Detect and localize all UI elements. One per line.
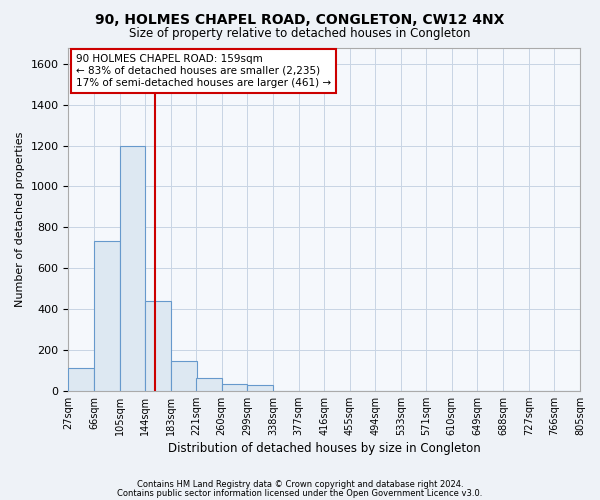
Bar [171, 361, 197, 390]
Text: Contains HM Land Registry data © Crown copyright and database right 2024.: Contains HM Land Registry data © Crown c… [137, 480, 463, 489]
Text: 90, HOLMES CHAPEL ROAD, CONGLETON, CW12 4NX: 90, HOLMES CHAPEL ROAD, CONGLETON, CW12 … [95, 12, 505, 26]
X-axis label: Distribution of detached houses by size in Congleton: Distribution of detached houses by size … [168, 442, 481, 455]
Bar [196, 378, 221, 390]
Bar [221, 384, 247, 390]
Bar [145, 301, 171, 390]
Text: Size of property relative to detached houses in Congleton: Size of property relative to detached ho… [129, 28, 471, 40]
Text: Contains public sector information licensed under the Open Government Licence v3: Contains public sector information licen… [118, 488, 482, 498]
Bar [119, 146, 145, 390]
Bar [68, 368, 94, 390]
Text: 90 HOLMES CHAPEL ROAD: 159sqm
← 83% of detached houses are smaller (2,235)
17% o: 90 HOLMES CHAPEL ROAD: 159sqm ← 83% of d… [76, 54, 331, 88]
Y-axis label: Number of detached properties: Number of detached properties [15, 132, 25, 307]
Bar [94, 240, 119, 390]
Bar [247, 384, 273, 390]
